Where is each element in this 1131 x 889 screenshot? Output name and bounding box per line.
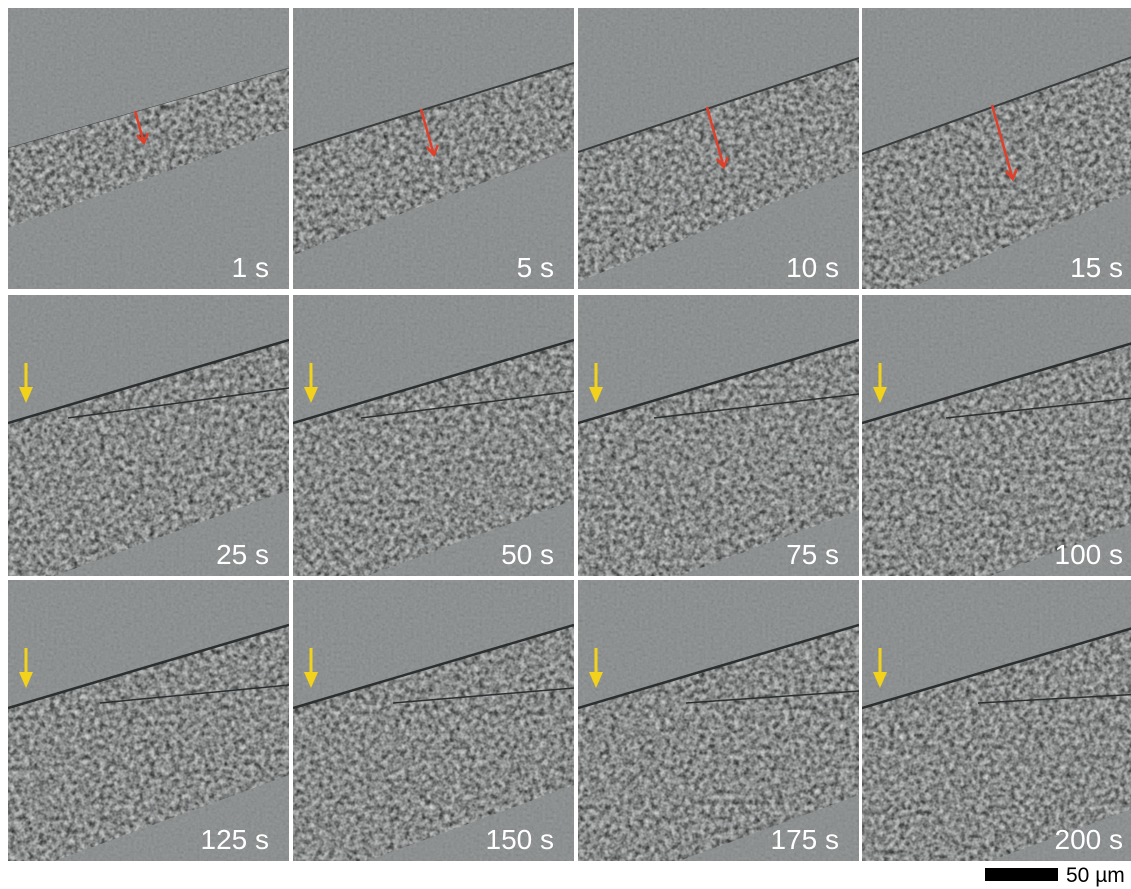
panel: 75 s [578,295,859,576]
scale-bar [985,868,1058,881]
time-label: 15 s [1070,252,1123,283]
panel: 175 s [578,580,859,861]
time-label: 125 s [201,824,270,855]
panel: 5 s [293,8,574,289]
panel: 15 s [862,8,1131,289]
time-label: 50 s [501,539,554,570]
panel: 150 s [293,580,574,861]
figure: 50 µm 1 s 5 s 10 s 15 s 25 s 50 s 75 s 100 s 125… [0,0,1131,889]
panel: 10 s [578,8,859,289]
time-label: 75 s [786,539,839,570]
time-label: 10 s [786,252,839,283]
panel: 200 s [862,580,1131,861]
time-label: 100 s [1055,539,1124,570]
panel: 25 s [8,295,289,576]
panel: 125 s [8,580,289,861]
figure-canvas: 50 µm 1 s 5 s 10 s 15 s 25 s 50 s 75 s 100 s 125… [0,0,1131,889]
panel: 100 s [862,295,1131,576]
time-label: 1 s [232,252,269,283]
time-label: 25 s [216,539,269,570]
panel: 50 s [293,295,574,576]
time-label: 5 s [517,252,554,283]
time-label: 150 s [486,824,555,855]
time-label: 200 s [1055,824,1124,855]
time-label: 175 s [771,824,840,855]
scale-bar-label: 50 µm [1066,864,1125,887]
panel: 1 s [8,8,289,289]
